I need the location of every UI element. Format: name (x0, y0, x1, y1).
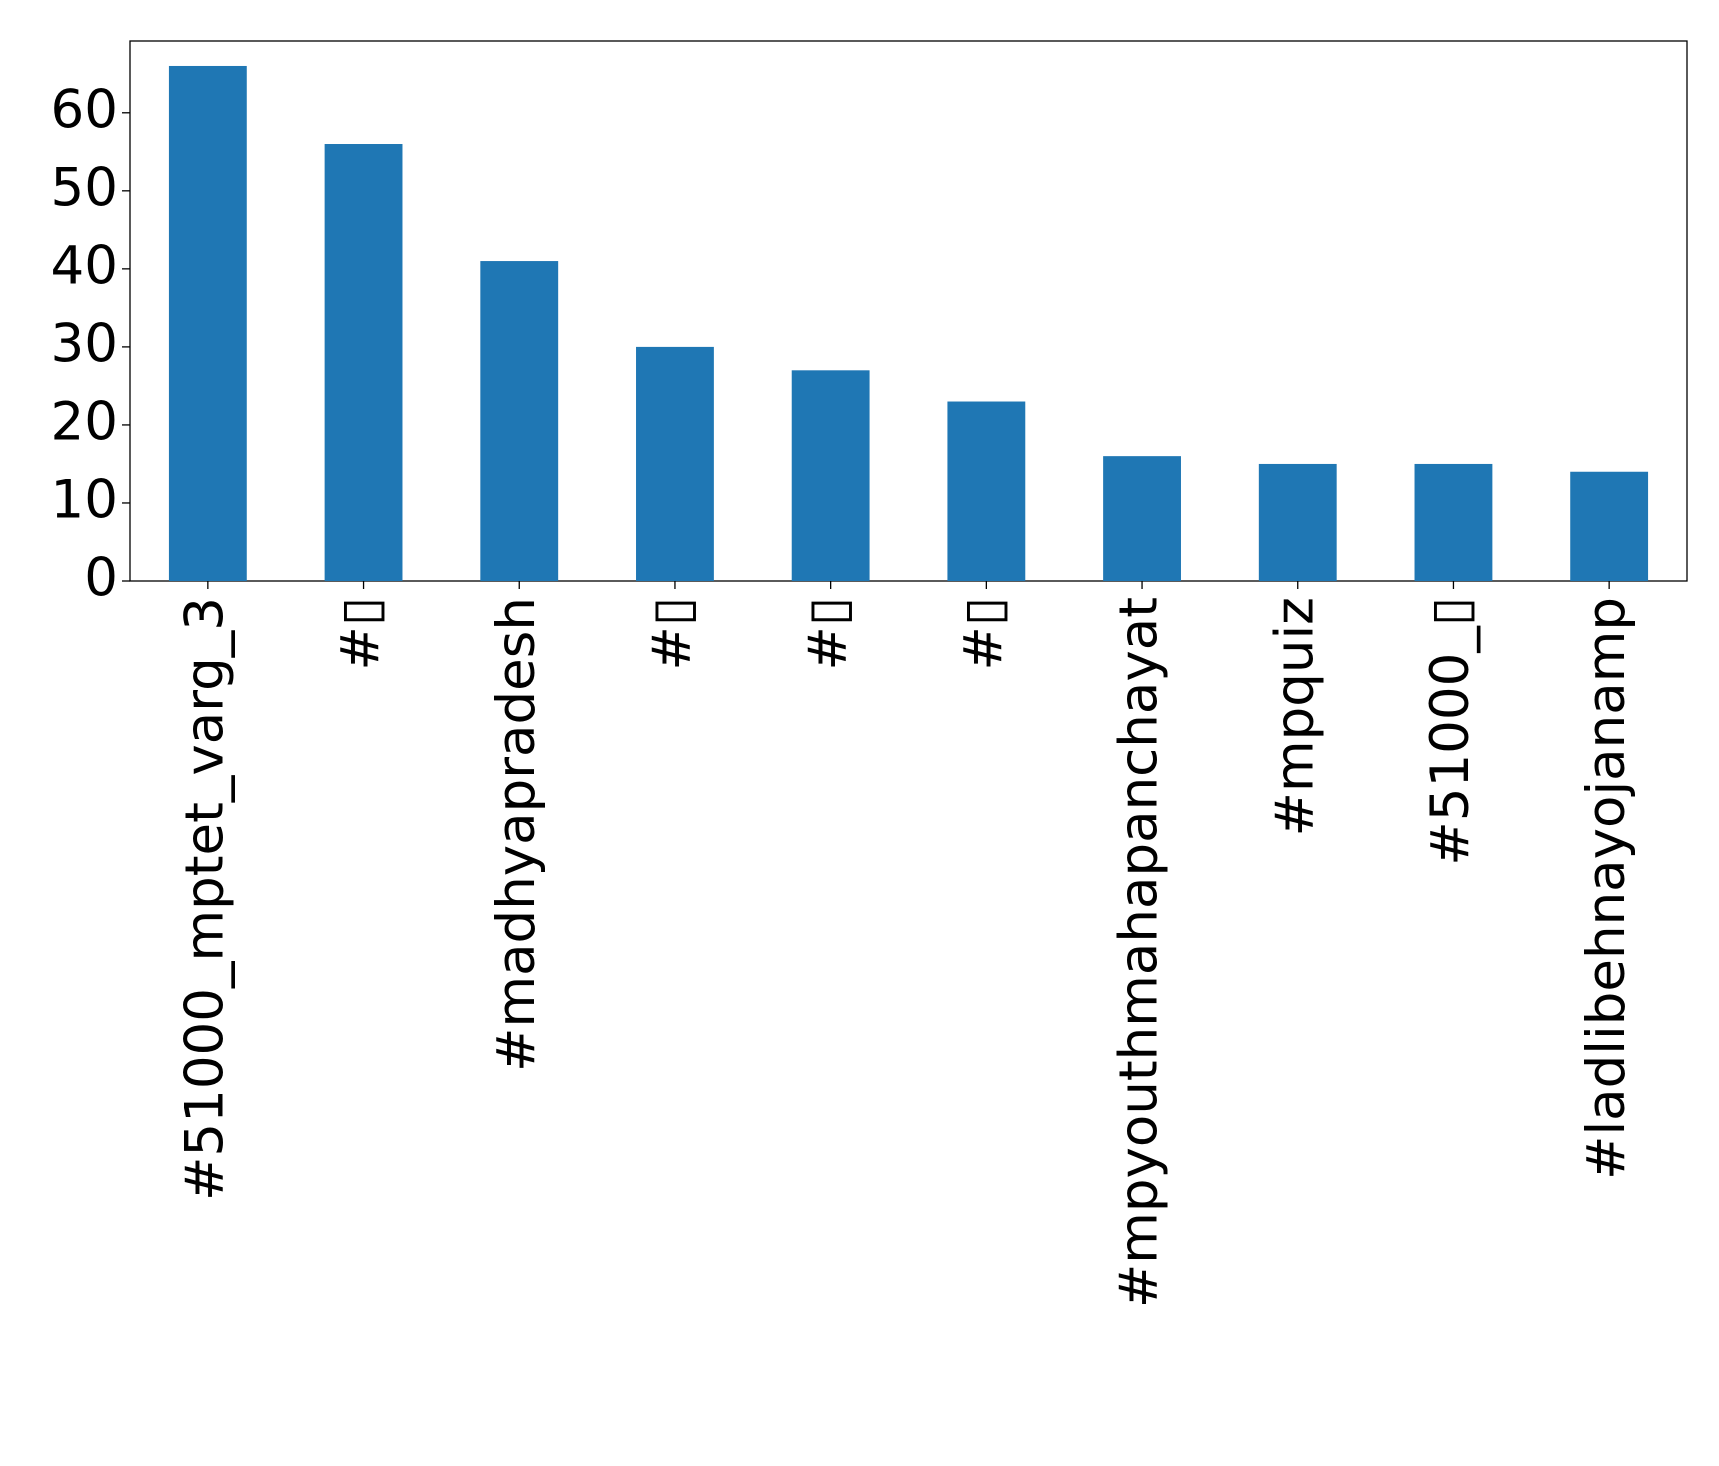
y-tick-label: 20 (51, 392, 118, 453)
x-tick-label: #▯ (642, 597, 703, 671)
bar (947, 401, 1026, 581)
x-tick-label: #ladlibehnayojanamp (1576, 597, 1637, 1180)
x-tick-label: #mpyouthmahapanchayat (1109, 597, 1170, 1308)
bar (1258, 463, 1337, 581)
x-tick-label: #51000_mptet_varg_3 (174, 597, 235, 1201)
bar (791, 370, 870, 581)
x-tick-label: #▯ (797, 597, 858, 671)
y-tick-label: 50 (51, 157, 118, 218)
bar (324, 144, 403, 581)
x-tick-label: #51000_▯ (1420, 597, 1481, 866)
bar (1570, 471, 1649, 581)
bar (1414, 463, 1493, 581)
y-tick-label: 30 (51, 314, 118, 375)
bar (480, 261, 559, 581)
bar (1103, 456, 1181, 581)
y-tick-label: 40 (51, 236, 118, 297)
y-tick-label: 10 (51, 470, 118, 531)
x-tick-label: #madhyapradesh (486, 597, 547, 1072)
y-tick-label: 0 (84, 548, 118, 609)
bar (636, 346, 714, 581)
x-tick-label: #▯ (953, 597, 1014, 671)
plot-frame (129, 40, 1688, 582)
x-tick-label: #mpquiz (1264, 597, 1325, 836)
x-tick-label: #▯ (330, 597, 391, 671)
y-tick-label: 60 (51, 79, 118, 140)
bar (168, 65, 247, 582)
